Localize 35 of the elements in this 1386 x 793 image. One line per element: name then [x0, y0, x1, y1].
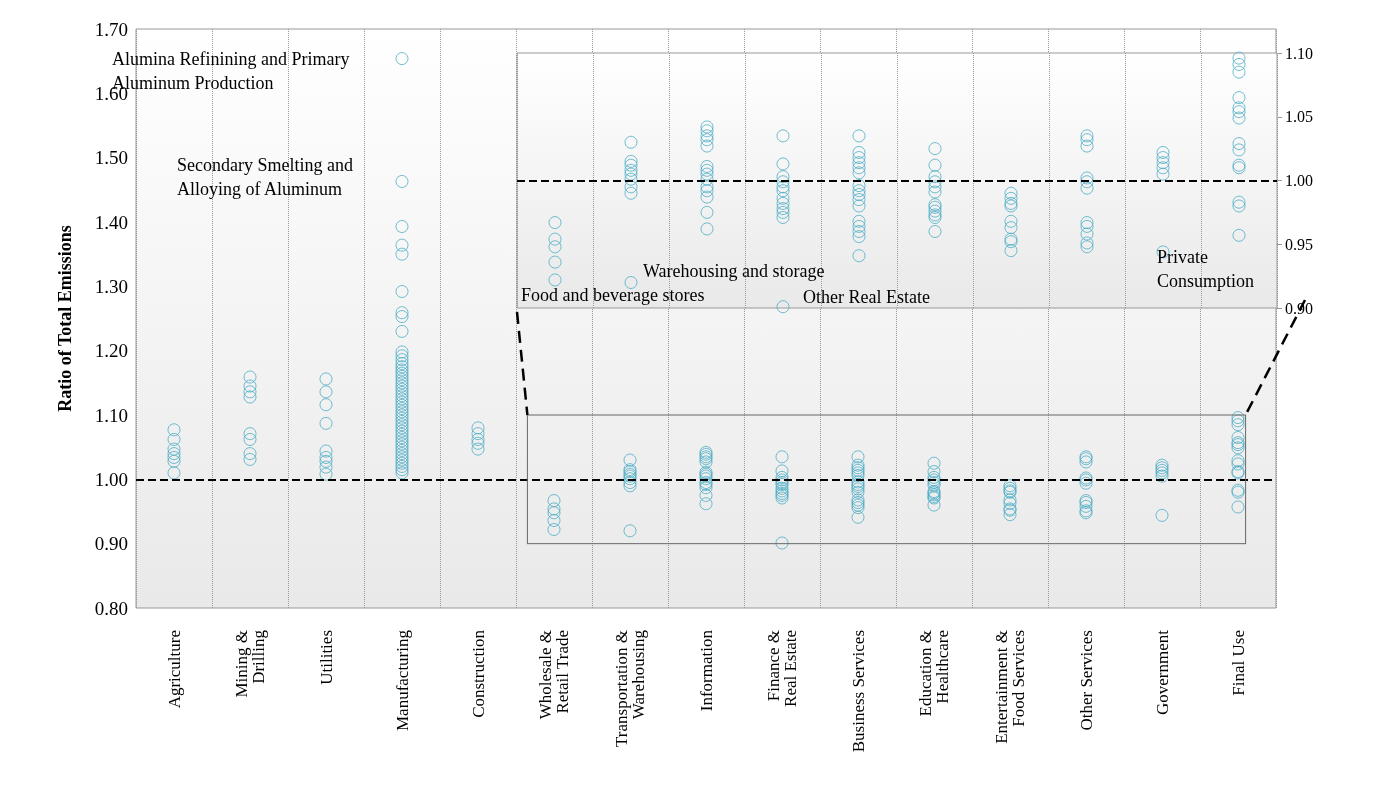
y-tick-label: 1.70: [94, 18, 128, 40]
x-tick-label: Manufacturing: [392, 629, 412, 732]
x-tick-label: Information: [696, 629, 716, 712]
y-tick-label: 1.50: [94, 147, 128, 169]
y-tick-label: 1.00: [94, 468, 128, 490]
x-tick-label: Education & Healthcare: [916, 630, 952, 717]
x-tick-label: Entertainment & Food Services: [992, 630, 1028, 744]
y-tick-label: 1.10: [1285, 44, 1313, 62]
x-tick-label: Utilities: [316, 630, 336, 685]
x-tick-label: Wholesale & Retail Trade: [536, 630, 572, 720]
x-tick-label: Final Use: [1228, 630, 1248, 696]
x-tick-label: Transportation & Warehousing: [612, 629, 648, 747]
x-tick-label: Finance & Real Estate: [764, 630, 800, 707]
x-tick-label: Agriculture: [164, 630, 184, 709]
y-tick-label: 1.40: [94, 211, 128, 233]
y-tick-label: 0.90: [1285, 299, 1313, 317]
y-tick-label: 1.20: [94, 340, 128, 362]
y-tick-label: 0.80: [94, 597, 128, 619]
y-tick-label: 1.05: [1285, 108, 1313, 126]
x-tick-label: Construction: [468, 629, 488, 718]
y-tick-label: 0.95: [1285, 235, 1313, 253]
annotation: Secondary Smelting and Alloying of Aluminum: [177, 155, 358, 200]
y-tick-label: 0.90: [94, 533, 128, 555]
y-axis-title: Ratio of Total Emissions: [55, 225, 75, 412]
x-tick-label: Business Services: [848, 630, 868, 753]
annotation: Other Real Estate: [803, 287, 930, 307]
x-tick-label: Other Services: [1076, 630, 1096, 731]
x-tick-label: Mining & Drilling: [232, 629, 268, 698]
annotation: Private Consumption: [1157, 247, 1255, 291]
y-tick-label: 1.10: [94, 404, 128, 426]
annotation: Food and beverage stores: [521, 285, 705, 305]
y-tick-label: 1.30: [94, 275, 128, 297]
y-tick-label: 1.00: [1285, 172, 1313, 189]
x-tick-label: Government: [1152, 629, 1172, 715]
annotation: Warehousing and storage: [643, 261, 825, 281]
